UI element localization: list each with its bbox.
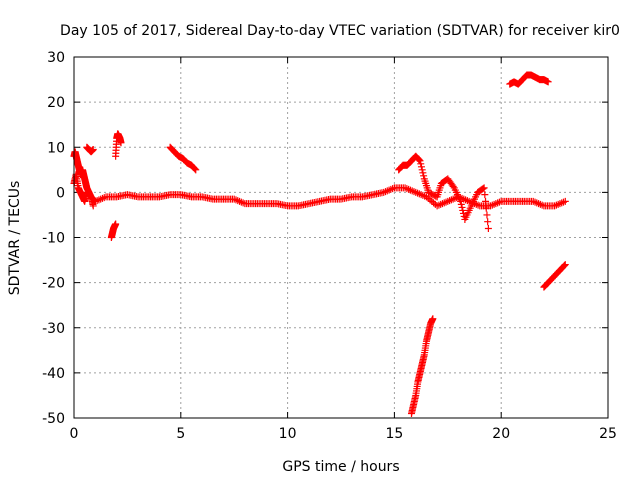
y-tick-label: -40: [42, 366, 65, 382]
data-point: [416, 157, 424, 165]
data-point: [458, 203, 466, 211]
series-rise-15.7: [407, 315, 437, 417]
y-tick-label: 10: [47, 140, 65, 156]
data-point: [429, 315, 437, 323]
data-point: [561, 261, 569, 269]
data-point: [484, 218, 492, 226]
data-point: [117, 139, 125, 147]
data-point: [190, 164, 198, 172]
x-tick-label: 15: [385, 426, 403, 442]
x-tick-label: 20: [492, 426, 510, 442]
series-diag-4.5: [166, 143, 200, 174]
data-point: [459, 206, 467, 214]
chart-title: Day 105 of 2017, Sidereal Day-to-day VTE…: [60, 23, 620, 39]
data-point: [191, 165, 199, 173]
y-axis-label: SDTVAR / TECUs: [7, 181, 23, 296]
data-point: [415, 155, 423, 163]
data-point: [457, 197, 465, 205]
series-bumps-15-18: [395, 152, 492, 232]
data-point: [480, 184, 488, 192]
y-tick-label: -10: [42, 231, 65, 247]
x-tick-label: 25: [599, 426, 617, 442]
y-tick-label: 20: [47, 95, 65, 111]
data-point: [418, 166, 426, 174]
x-tick-label: 0: [70, 426, 79, 442]
data-point: [449, 182, 457, 190]
data-point: [481, 191, 489, 199]
x-tick-label: 5: [176, 426, 185, 442]
data-point: [420, 172, 428, 180]
data-point: [484, 224, 492, 232]
data-point: [560, 262, 568, 270]
series-main-band: [70, 170, 569, 210]
data-point: [417, 163, 425, 171]
data-point: [479, 185, 487, 193]
data-point: [419, 169, 427, 177]
series-arc-0.7: [83, 143, 97, 156]
data-point: [544, 78, 552, 86]
data-point: [89, 202, 97, 210]
x-tick-label: 10: [279, 426, 297, 442]
data-point: [482, 204, 490, 212]
data-point: [415, 156, 423, 164]
data-point: [112, 220, 120, 228]
data-points: [70, 71, 569, 417]
series-spike-2.0: [112, 130, 125, 160]
data-point: [192, 166, 200, 174]
data-point: [483, 211, 491, 219]
data-point: [561, 197, 569, 205]
series-start-spike: [70, 148, 97, 210]
data-point: [459, 209, 467, 217]
y-tick-label: -30: [42, 321, 65, 337]
tick-labels: 0 5 10 15 20 25 30 20 10 0 -10 -20 -30 -40 -50: [42, 50, 617, 442]
data-point: [89, 146, 97, 154]
series-cluster-21.5: [506, 71, 552, 88]
y-tick-label: -20: [42, 276, 65, 292]
series-drop-1.8: [107, 220, 120, 241]
data-point: [561, 261, 569, 269]
y-tick-label: 0: [56, 185, 65, 201]
y-tick-label: 30: [47, 50, 65, 66]
series-rise-22: [540, 261, 569, 291]
plot-frame: [73, 56, 609, 419]
data-point: [482, 197, 490, 205]
data-point: [457, 200, 465, 208]
data-point: [417, 160, 425, 168]
y-tick-label: -50: [42, 411, 65, 427]
x-axis-label: GPS time / hours: [282, 459, 399, 475]
grid: [74, 57, 608, 418]
